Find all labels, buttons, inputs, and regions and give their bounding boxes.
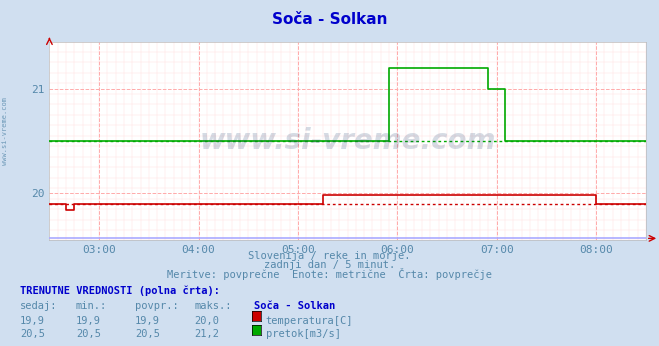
Text: TRENUTNE VREDNOSTI (polna črta):: TRENUTNE VREDNOSTI (polna črta): bbox=[20, 285, 219, 296]
Text: min.:: min.: bbox=[76, 301, 107, 311]
Text: 20,5: 20,5 bbox=[135, 329, 160, 339]
Text: Soča - Solkan: Soča - Solkan bbox=[272, 12, 387, 27]
Text: povpr.:: povpr.: bbox=[135, 301, 179, 311]
Text: Soča - Solkan: Soča - Solkan bbox=[254, 301, 335, 311]
Text: maks.:: maks.: bbox=[194, 301, 232, 311]
Text: sedaj:: sedaj: bbox=[20, 301, 57, 311]
Text: 20,5: 20,5 bbox=[76, 329, 101, 339]
Text: 21,2: 21,2 bbox=[194, 329, 219, 339]
Text: 20,0: 20,0 bbox=[194, 316, 219, 326]
Text: zadnji dan / 5 minut.: zadnji dan / 5 minut. bbox=[264, 260, 395, 270]
Text: temperatura[C]: temperatura[C] bbox=[266, 316, 353, 326]
Text: 19,9: 19,9 bbox=[20, 316, 45, 326]
Text: Meritve: povprečne  Enote: metrične  Črta: povprečje: Meritve: povprečne Enote: metrične Črta:… bbox=[167, 268, 492, 280]
Text: Slovenija / reke in morje.: Slovenija / reke in morje. bbox=[248, 251, 411, 261]
Text: 19,9: 19,9 bbox=[76, 316, 101, 326]
Text: 20,5: 20,5 bbox=[20, 329, 45, 339]
Text: pretok[m3/s]: pretok[m3/s] bbox=[266, 329, 341, 339]
Text: www.si-vreme.com: www.si-vreme.com bbox=[200, 127, 496, 155]
Text: 19,9: 19,9 bbox=[135, 316, 160, 326]
Text: www.si-vreme.com: www.si-vreme.com bbox=[2, 98, 9, 165]
